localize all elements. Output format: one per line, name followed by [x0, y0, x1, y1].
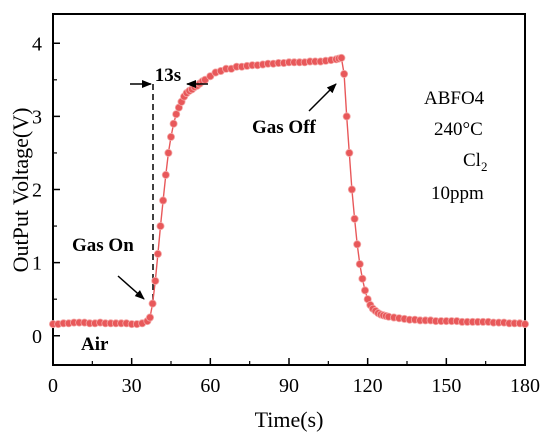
gas-label: Cl2 [463, 150, 487, 174]
data-point [169, 119, 178, 128]
gas-off-label: Gas Off [252, 117, 317, 138]
data-point [145, 313, 154, 322]
x-tick-label: 90 [279, 375, 299, 397]
y-axis-title: OutPut Voltage(V) [8, 108, 33, 273]
x-tick-label: 150 [431, 375, 461, 397]
x-tick-label: 0 [48, 375, 58, 397]
gas-on-arrow [117, 275, 145, 300]
x-axis: 0 30 60 90 120 150 180 [48, 358, 540, 397]
data-point [355, 260, 364, 269]
concentration-label: 10ppm [431, 183, 484, 204]
data-point [153, 249, 162, 258]
gas-label-subscript: 2 [481, 159, 488, 174]
data-point [340, 70, 349, 79]
x-axis-title: Time(s) [255, 407, 324, 432]
data-point [350, 214, 359, 223]
data-point [151, 276, 160, 285]
data-point [148, 299, 157, 308]
data-point [353, 240, 362, 249]
data-point [345, 148, 354, 157]
temperature-label: 240°C [434, 119, 483, 140]
data-point [159, 196, 168, 205]
y-tick-label: 2 [32, 180, 42, 202]
x-tick-label: 120 [353, 375, 383, 397]
data-point [347, 185, 356, 194]
response-time-label: 13s [155, 65, 181, 86]
series-points [49, 53, 530, 329]
data-point [172, 110, 181, 119]
y-axis: 0 1 2 3 4 [32, 33, 60, 348]
x-tick-label: 180 [510, 375, 540, 397]
x-tick-label: 60 [200, 375, 220, 397]
data-point [521, 320, 530, 329]
data-point [156, 222, 165, 231]
gas-on-label: Gas On [72, 235, 134, 256]
gas-off-arrow [308, 83, 337, 112]
data-point [161, 170, 170, 179]
x-tick-label: 30 [122, 375, 142, 397]
data-point [166, 132, 175, 141]
data-point [360, 286, 369, 295]
air-label: Air [81, 334, 109, 355]
data-point [164, 148, 173, 157]
y-tick-label: 4 [32, 33, 42, 55]
data-point [358, 274, 367, 283]
y-tick-label: 1 [32, 253, 42, 275]
data-point [342, 112, 351, 121]
gas-label-main: Cl [463, 150, 481, 171]
sample-label: ABFO4 [424, 88, 485, 109]
y-tick-label: 3 [32, 106, 42, 128]
data-point [337, 53, 346, 62]
y-tick-label: 0 [32, 326, 42, 348]
